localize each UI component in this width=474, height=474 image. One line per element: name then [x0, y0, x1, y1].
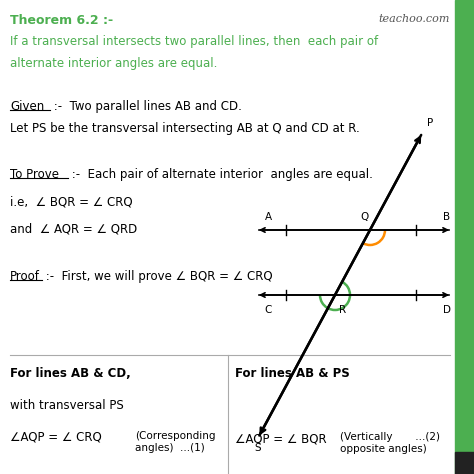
Text: A: A — [264, 212, 272, 222]
Text: P: P — [428, 118, 434, 128]
Text: :-  Each pair of alternate interior  angles are equal.: :- Each pair of alternate interior angle… — [68, 168, 373, 181]
Text: teachoo.com: teachoo.com — [379, 14, 450, 24]
Text: ∠AQP = ∠ CRQ: ∠AQP = ∠ CRQ — [10, 431, 102, 444]
Text: with transversal PS: with transversal PS — [10, 399, 124, 412]
Bar — [455, 0, 474, 474]
Text: If a transversal intersects two parallel lines, then  each pair of: If a transversal intersects two parallel… — [10, 35, 378, 48]
Text: :-  First, we will prove ∠ BQR = ∠ CRQ: :- First, we will prove ∠ BQR = ∠ CRQ — [42, 270, 273, 283]
Text: alternate interior angles are equal.: alternate interior angles are equal. — [10, 57, 218, 70]
Text: and  ∠ AQR = ∠ QRD: and ∠ AQR = ∠ QRD — [10, 222, 137, 235]
Text: Q: Q — [361, 212, 369, 222]
Text: R: R — [339, 305, 346, 315]
Text: (Vertically       ...(2)
opposite angles): (Vertically ...(2) opposite angles) — [340, 432, 440, 454]
Text: To Prove: To Prove — [10, 168, 59, 181]
Text: ∠AQP = ∠ BQR: ∠AQP = ∠ BQR — [235, 432, 327, 445]
Text: B: B — [444, 212, 451, 222]
Bar — [455, 452, 474, 474]
Text: :-  Two parallel lines AB and CD.: :- Two parallel lines AB and CD. — [50, 100, 242, 113]
Text: C: C — [264, 305, 272, 315]
Text: Let PS be the transversal intersecting AB at Q and CD at R.: Let PS be the transversal intersecting A… — [10, 122, 360, 135]
Text: Theorem 6.2 :-: Theorem 6.2 :- — [10, 14, 113, 27]
Text: S: S — [255, 443, 261, 453]
Text: D: D — [443, 305, 451, 315]
Text: i.e,  ∠ BQR = ∠ CRQ: i.e, ∠ BQR = ∠ CRQ — [10, 195, 133, 208]
Text: For lines AB & PS: For lines AB & PS — [235, 367, 350, 380]
Text: For lines AB & CD,: For lines AB & CD, — [10, 367, 131, 380]
Text: Given: Given — [10, 100, 44, 113]
Text: Proof: Proof — [10, 270, 40, 283]
Text: (Corresponding
angles)  ...(1): (Corresponding angles) ...(1) — [135, 431, 216, 453]
